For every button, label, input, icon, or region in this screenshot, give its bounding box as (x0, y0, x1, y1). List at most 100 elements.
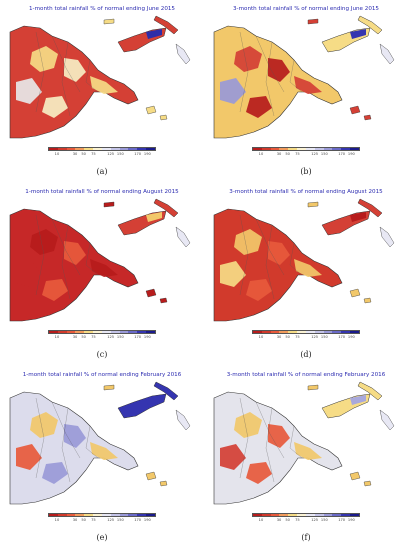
colorbar-swatch (323, 148, 333, 150)
colorbar-tick-label: 125 (107, 152, 115, 156)
map-panel: 1-month total rainfall % of normal endin… (0, 366, 204, 549)
colorbar-swatch (101, 514, 111, 516)
colorbar-tick-label: 170 (134, 335, 142, 339)
colorbar-swatch (332, 148, 342, 150)
colorbar-swatch (119, 148, 129, 150)
colorbar-swatch (288, 148, 298, 150)
province-boundaries (35, 31, 99, 117)
colorbar-tick-label: 190 (347, 518, 355, 522)
colorbar-swatch (119, 514, 129, 516)
new-britain-patch (350, 212, 366, 222)
colorbar-tick-label: 10 (258, 335, 264, 339)
colorbar-swatch (110, 148, 120, 150)
colorbar-swatch (332, 331, 342, 333)
rainfall-patches (16, 412, 118, 484)
colorbar-swatch (84, 514, 94, 516)
bougainville-island (175, 43, 191, 65)
colorbar-swatch (137, 331, 147, 333)
colorbar-tick-label: 30 (72, 335, 78, 339)
milne-bay-islands (145, 288, 168, 304)
panel-caption: (e) (96, 533, 108, 542)
new-ireland-island (153, 381, 179, 401)
colorbar-tick-label: 75 (295, 335, 300, 339)
colorbar-swatch (332, 514, 342, 516)
colorbar-swatch (253, 148, 262, 150)
colorbar-swatch (314, 514, 324, 516)
colorbar-swatch (128, 331, 138, 333)
colorbar-swatch (341, 148, 351, 150)
colorbar-tick-label: 150 (116, 152, 124, 156)
new-britain-patch (146, 395, 162, 405)
colorbar-tick-label: 150 (320, 518, 328, 522)
colorbar (252, 330, 360, 334)
province-boundaries (239, 31, 303, 117)
colorbar-tick-label: 75 (295, 152, 300, 156)
colorbar-swatch (110, 331, 120, 333)
bougainville-island (379, 409, 395, 431)
colorbar-swatch (288, 331, 298, 333)
bougainville-island (379, 226, 395, 248)
colorbar (48, 513, 156, 517)
colorbar-swatch (350, 148, 359, 150)
map-panel: 3-month total rainfall % of normal endin… (204, 183, 408, 366)
panel-caption: (b) (300, 167, 312, 176)
colorbar-swatch (49, 148, 58, 150)
colorbar-tick-label: 125 (311, 335, 319, 339)
colorbar-swatch (261, 148, 271, 150)
colorbar-tick-label: 30 (276, 152, 282, 156)
colorbar-swatch (314, 331, 324, 333)
colorbar-swatch (57, 331, 67, 333)
colorbar-swatch (128, 148, 138, 150)
colorbar-swatch (146, 148, 155, 150)
panel-title: 1-month total rainfall % of normal endin… (22, 372, 182, 378)
colorbar-swatch (323, 514, 333, 516)
milne-bay-islands (349, 105, 372, 121)
colorbar-tick-label: 190 (347, 152, 355, 156)
panel-caption: (c) (96, 350, 108, 359)
rainfall-patches (220, 412, 322, 484)
colorbar-tick-label: 75 (91, 518, 96, 522)
new-ireland-island (153, 15, 179, 35)
colorbar-tick-label: 125 (311, 152, 319, 156)
colorbar-swatch (270, 514, 280, 516)
colorbar-tick-label: 190 (143, 335, 151, 339)
colorbar-swatch (146, 514, 155, 516)
colorbar-swatch (128, 514, 138, 516)
panel-caption: (f) (301, 533, 311, 542)
colorbar-swatch (84, 148, 94, 150)
province-boundaries (239, 214, 303, 300)
new-britain-patch (146, 29, 162, 39)
new-ireland-island (153, 198, 179, 218)
colorbar-tick-label: 50 (81, 518, 86, 522)
colorbar-tick-label: 30 (276, 518, 282, 522)
manus-island (307, 384, 319, 391)
colorbar-ticks: 10 30 50 75 125 150 170 190 (48, 152, 156, 158)
colorbar-swatch (261, 331, 271, 333)
colorbar-swatch (350, 331, 359, 333)
panel-caption: (d) (300, 350, 312, 359)
manus-island (103, 18, 115, 25)
colorbar-tick-label: 30 (72, 518, 78, 522)
colorbar-swatch (93, 148, 102, 150)
colorbar-tick-label: 50 (285, 152, 290, 156)
colorbar-ticks: 10 30 50 75 125 150 170 190 (252, 152, 360, 158)
milne-bay-islands (349, 471, 372, 487)
manus-island (103, 201, 115, 208)
colorbar-swatch (137, 148, 147, 150)
colorbar-tick-label: 50 (81, 152, 86, 156)
bougainville-island (175, 226, 191, 248)
colorbar-tick-label: 125 (311, 518, 319, 522)
milne-bay-islands (145, 105, 168, 121)
png-rainfall-map (210, 378, 402, 508)
colorbar-swatch (101, 331, 111, 333)
colorbar-tick-label: 150 (116, 335, 124, 339)
colorbar (252, 147, 360, 151)
colorbar-swatch (253, 514, 262, 516)
rainfall-patches (16, 229, 118, 301)
map-panel: 3-month total rainfall % of normal endin… (204, 366, 408, 549)
colorbar-tick-label: 170 (134, 152, 142, 156)
png-rainfall-map (210, 195, 402, 325)
colorbar-tick-label: 10 (54, 335, 60, 339)
colorbar-swatch (270, 331, 280, 333)
province-boundaries (239, 397, 303, 483)
